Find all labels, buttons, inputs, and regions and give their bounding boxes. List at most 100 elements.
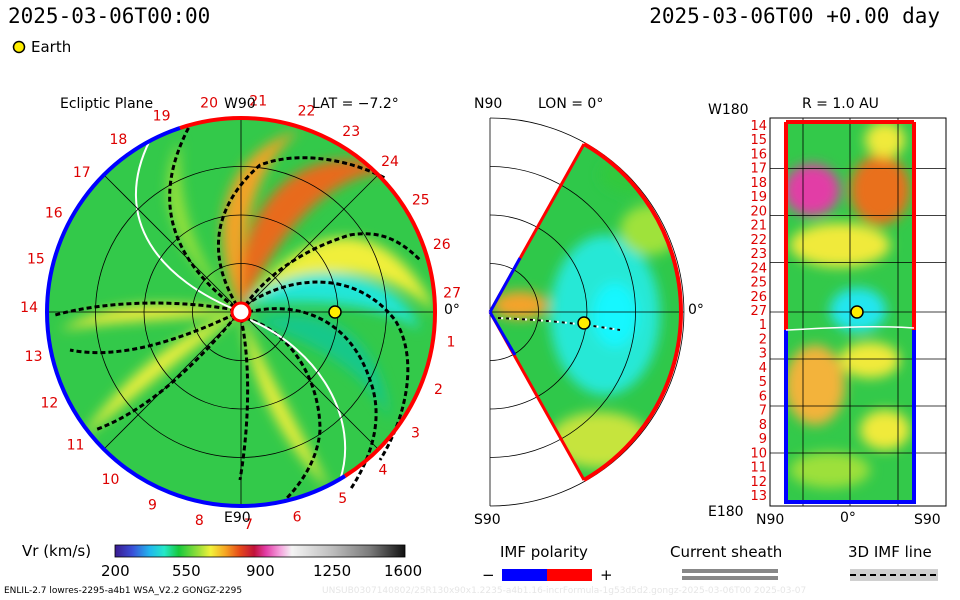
radius-y-tick-14: 14 [750, 119, 767, 134]
radius-panel: 1415161718192021222324252627123456789101… [750, 117, 947, 507]
colorbar-label: Vr (km/s) [22, 542, 92, 560]
ecliptic-title: Ecliptic Plane [60, 96, 154, 112]
cr-label-18: 18 [109, 132, 127, 148]
radius-y-tick-27: 27 [750, 304, 767, 319]
radius-y-tick-25: 25 [750, 276, 767, 291]
colorbar-tick-200: 200 [101, 562, 130, 580]
cr-label-13: 13 [25, 349, 43, 365]
meridional-edge-south-negative [488, 311, 517, 356]
ecliptic-right-label: 0° [444, 302, 460, 318]
radius-y-tick-19: 19 [750, 190, 767, 205]
ecliptic-boundary-positive [240, 116, 438, 478]
radius-sheath-line [785, 325, 915, 331]
radius-y-tick-23: 23 [750, 247, 767, 262]
radius-y-tick-3: 3 [759, 347, 767, 362]
earth-legend-icon [12, 40, 26, 54]
radius-y-tick-26: 26 [750, 290, 767, 305]
meridional-lon-label: LON = 0° [538, 96, 604, 112]
cr-label-1: 1 [446, 335, 455, 351]
radius-y-tick-6: 6 [759, 389, 767, 404]
radius-top-left-label: W180 [708, 102, 749, 118]
radius-grid [770, 118, 946, 506]
radius-y-tick-24: 24 [750, 261, 767, 276]
meridional-panel [488, 117, 685, 507]
cr-label-2: 2 [434, 382, 443, 398]
radius-y-tick-5: 5 [759, 375, 767, 390]
colorbar-tick-1600: 1600 [384, 562, 423, 580]
cr-label-12: 12 [40, 396, 58, 412]
radius-x-tick-s90: S90 [914, 512, 941, 528]
radius-y-tick-15: 15 [750, 133, 767, 148]
cr-label-5: 5 [338, 491, 347, 507]
cr-label-9: 9 [148, 498, 157, 514]
radius-y-tick-1: 1 [759, 318, 767, 333]
cr-label-20: 20 [200, 95, 218, 111]
ecliptic-boundary-positive-2 [179, 116, 242, 130]
current-sheath-swatch-bottom [682, 576, 778, 580]
meridional-right-label: 0° [688, 302, 704, 318]
radius-y-tick-13: 13 [750, 489, 767, 504]
radius-y-tick-10: 10 [750, 446, 767, 461]
imf-plus-label: + [600, 566, 613, 584]
imf-minus-label: − [482, 566, 495, 584]
radius-y-tick-18: 18 [750, 176, 767, 191]
radius-y-tick-2: 2 [759, 333, 767, 348]
colorbar-tick-550: 550 [172, 562, 201, 580]
cr-label-25: 25 [412, 193, 430, 209]
cr-label-7: 7 [244, 517, 253, 533]
meridional-edge-north-negative [488, 257, 522, 313]
imf-positive-swatch [547, 569, 592, 581]
cr-label-16: 16 [45, 206, 63, 222]
ecliptic-bottom-label: E90 [224, 510, 251, 526]
radius-y-tick-16: 16 [750, 148, 767, 163]
cr-label-22: 22 [298, 103, 316, 119]
footer-left: ENLIL-2.7 lowres-2295-a4b1 WSA_V2.2 GONG… [4, 586, 243, 596]
radius-y-tick-7: 7 [759, 404, 767, 419]
radius-boundary-positive [784, 120, 916, 330]
radius-frame [769, 117, 947, 507]
radius-y-tick-9: 9 [759, 432, 767, 447]
imf-negative-swatch [502, 569, 547, 581]
footer-right: UNSUB0307140802/25R130x90x1.2235-a4b1.16… [322, 586, 807, 596]
radius-y-tick-labels: 1415161718192021222324252627123456789101… [750, 119, 767, 504]
radius-y-tick-21: 21 [750, 219, 767, 234]
cr-label-17: 17 [73, 165, 91, 181]
colorbar [114, 544, 406, 558]
earth-marker-ecliptic [328, 305, 342, 319]
current-sheath-lines [134, 139, 347, 481]
earth-marker-meridional [577, 316, 591, 330]
radius-x-tick-0: 0° [840, 510, 856, 526]
datetime-right: 2025-03-06T00 +0.00 day [649, 4, 940, 28]
meridional-bottom-label: S90 [474, 512, 501, 528]
current-sheath-title: Current sheath [670, 543, 783, 561]
earth-marker-radius [850, 305, 864, 319]
datetime-left: 2025-03-06T00:00 [8, 4, 211, 28]
ecliptic-top-label: W90 [224, 96, 256, 112]
colorbar-gradient [114, 544, 406, 558]
radius-y-tick-17: 17 [750, 162, 767, 177]
radius-title: R = 1.0 AU [802, 96, 879, 112]
earth-legend-label: Earth [31, 38, 72, 56]
radius-y-tick-12: 12 [750, 475, 767, 490]
cr-label-19: 19 [153, 108, 171, 124]
radius-y-tick-20: 20 [750, 204, 767, 219]
radius-y-tick-4: 4 [759, 361, 767, 376]
radius-boundary-negative [784, 330, 916, 504]
cr-label-23: 23 [342, 124, 360, 140]
radius-y-tick-22: 22 [750, 233, 767, 248]
imf-line-title: 3D IMF line [848, 543, 932, 561]
cr-label-10: 10 [102, 472, 120, 488]
radius-y-tick-11: 11 [750, 461, 767, 476]
meridional-boundary [582, 142, 683, 482]
cr-label-26: 26 [433, 237, 451, 253]
sun-marker [230, 301, 252, 323]
radius-y-tick-8: 8 [759, 418, 767, 433]
radius-x-tick-n90: N90 [756, 512, 785, 528]
meridional-vr-field [490, 144, 681, 480]
cr-label-14: 14 [20, 300, 38, 316]
cr-label-6: 6 [293, 510, 302, 526]
cr-label-27: 27 [443, 285, 461, 301]
ecliptic-lat-label: LAT = −7.2° [312, 96, 399, 112]
